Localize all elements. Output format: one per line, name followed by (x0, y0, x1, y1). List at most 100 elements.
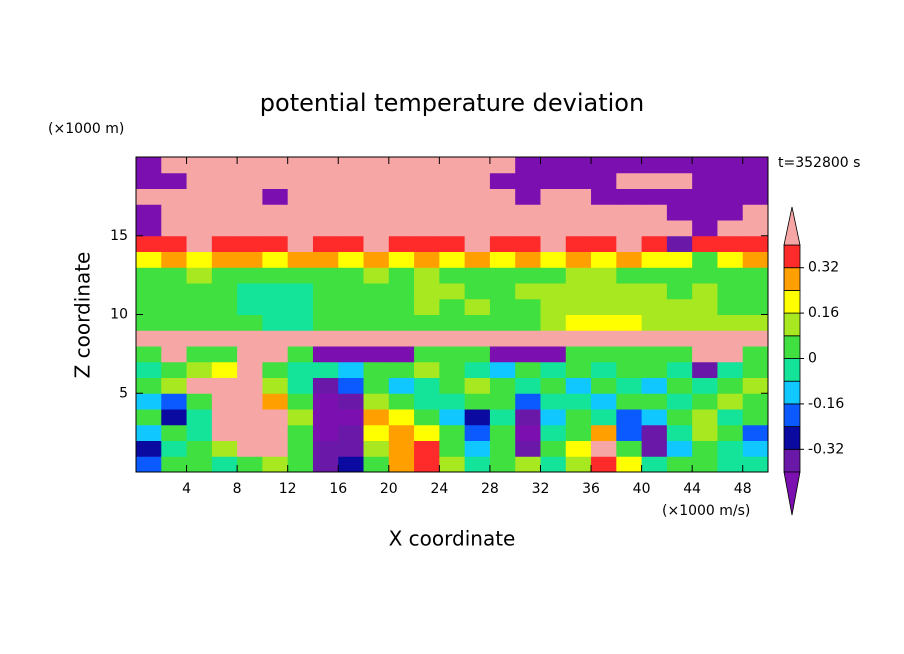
contour-cell (439, 267, 466, 284)
y-unit: (×1000 m) (48, 121, 124, 137)
contour-cell (666, 440, 693, 457)
contour-cell (439, 283, 466, 300)
x-tick-label: 40 (633, 481, 651, 497)
contour-cell (591, 424, 617, 441)
contour-cell (161, 377, 188, 394)
contour-cell (186, 424, 213, 441)
contour-cell (666, 377, 693, 394)
contour-cell (186, 456, 213, 473)
contour-cell (489, 188, 516, 205)
contour-cell (136, 283, 162, 300)
contour-cell (388, 440, 415, 457)
contour-cell (287, 330, 314, 347)
contour-cell (439, 235, 466, 252)
annotation: t=352800 s (778, 155, 860, 171)
contour-cell (692, 377, 718, 394)
contour-cell (414, 424, 440, 441)
contour-cell (591, 251, 617, 268)
contour-cell (616, 361, 643, 378)
contour-cell (540, 204, 567, 221)
contour-cell (287, 346, 314, 363)
contour-cell (338, 235, 365, 252)
contour-cell (388, 377, 415, 394)
contour-cell (666, 298, 693, 315)
contour-cell (262, 361, 289, 378)
contour-cell (515, 267, 541, 284)
contour-cell (414, 204, 440, 221)
contour-cell (692, 204, 718, 221)
contour-cell (161, 298, 188, 315)
contour-cell (742, 267, 769, 284)
contour-cell (287, 172, 314, 189)
contour-cell (338, 377, 365, 394)
contour-cell (692, 298, 718, 315)
contour-cell (692, 346, 718, 363)
contour-cell (464, 440, 491, 457)
contour-cell (414, 346, 440, 363)
contour-cell (388, 172, 415, 189)
contour-cell (616, 283, 643, 300)
contour-cell (262, 283, 289, 300)
contour-cell (136, 456, 162, 473)
contour-cell (742, 204, 769, 221)
contour-cell (363, 235, 390, 252)
contour-cell (439, 251, 466, 268)
contour-cell (515, 361, 541, 378)
contour-cell (692, 172, 718, 189)
contour-cell (641, 220, 668, 237)
y-tick-label: 5 (119, 385, 128, 401)
contour-cell (641, 330, 668, 347)
x-tick-label: 8 (233, 481, 242, 497)
contour-cell (464, 157, 491, 174)
contour-cell (136, 298, 162, 315)
contour-cell (186, 267, 213, 284)
contour-cell (211, 424, 238, 441)
contour-cell (717, 157, 744, 174)
contour-cell (161, 235, 188, 252)
contour-cell (338, 424, 365, 441)
contour-cell (565, 440, 592, 457)
contour-cell (262, 172, 289, 189)
contour-cell (616, 456, 643, 473)
contour-cell (161, 456, 188, 473)
contour-cell (742, 298, 769, 315)
contour-cell (363, 188, 390, 205)
contour-cell (439, 440, 466, 457)
x-tick-label: 48 (734, 481, 752, 497)
contour-cell (742, 330, 769, 347)
contour-cell (616, 172, 643, 189)
contour-cell (388, 267, 415, 284)
contour-cell (388, 314, 415, 331)
contour-cell (338, 267, 365, 284)
contour-cell (338, 361, 365, 378)
contour-cell (591, 220, 617, 237)
contour-cell (464, 361, 491, 378)
contour-cell (262, 267, 289, 284)
contour-cell (186, 440, 213, 457)
contour-cell (666, 283, 693, 300)
contour-cell (439, 157, 466, 174)
colorbar-band (783, 358, 801, 382)
contour-cell (464, 424, 491, 441)
contour-cell (515, 440, 541, 457)
contour-cell (565, 251, 592, 268)
contour-cell (515, 298, 541, 315)
contour-cell (186, 251, 213, 268)
contour-cell (692, 456, 718, 473)
contour-cell (363, 330, 390, 347)
contour-cell (262, 204, 289, 221)
contour-cell (540, 377, 567, 394)
contour-cell (388, 204, 415, 221)
contour-cell (388, 235, 415, 252)
contour-cell (717, 235, 744, 252)
contour-cell (565, 235, 592, 252)
contour-cell (136, 409, 162, 426)
contour-cell (262, 235, 289, 252)
contour-cell (388, 251, 415, 268)
contour-cell (211, 393, 238, 410)
contour-cell (414, 314, 440, 331)
contour-cell (464, 377, 491, 394)
contour-cell (742, 377, 769, 394)
colorbar-tick-label: -0.32 (808, 441, 844, 457)
